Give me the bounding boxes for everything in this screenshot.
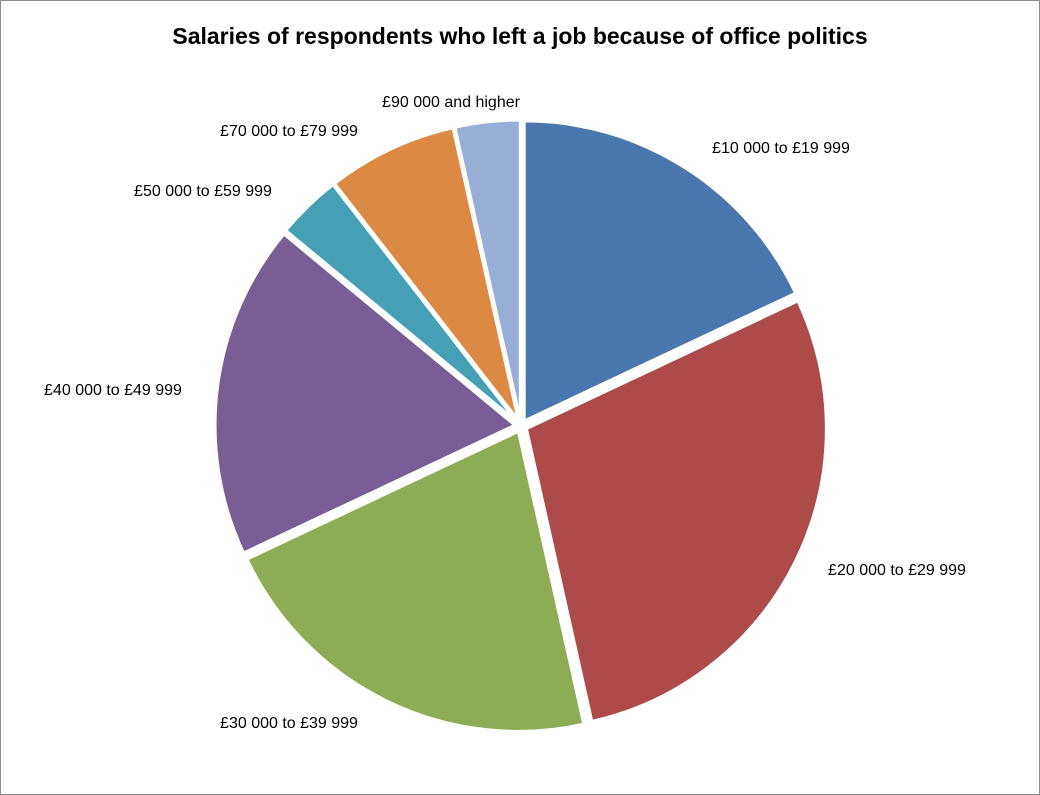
data-label-5: £50 000 to £59 999: [134, 183, 272, 200]
data-label-6: £70 000 to £79 999: [220, 123, 358, 140]
pie-slice-6: [333, 126, 520, 423]
pie-slice-5: [284, 183, 519, 424]
data-label-1: £10 000 to £19 999: [712, 140, 850, 157]
pie-slice-1: [522, 119, 798, 423]
data-label-4: £40 000 to £49 999: [44, 382, 182, 399]
data-label-7: £90 000 and higher: [382, 94, 521, 111]
data-label-2: £20 000 to £29 999: [828, 562, 966, 579]
pie-slice-4: [213, 232, 517, 555]
pie-slice-3: [245, 429, 586, 733]
pie-slice-7: [453, 118, 522, 422]
chart-title: Salaries of respondents who left a job b…: [172, 23, 868, 49]
data-label-3: £30 000 to £39 999: [220, 715, 358, 732]
pie-slice-2: [524, 299, 828, 723]
